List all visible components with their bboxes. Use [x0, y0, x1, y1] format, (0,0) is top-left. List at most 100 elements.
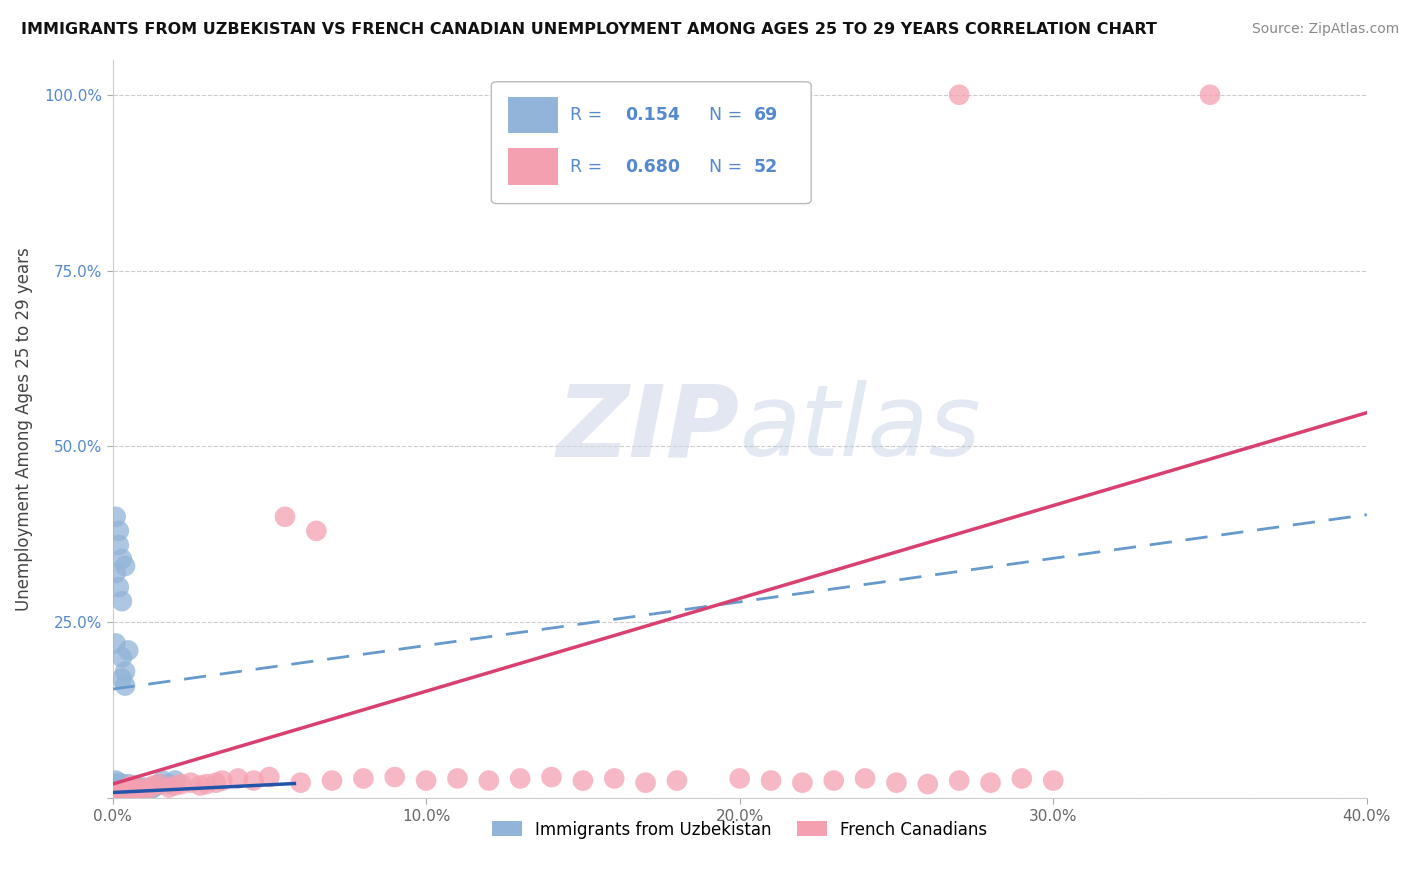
Point — [142, 780, 165, 795]
Point — [111, 780, 134, 795]
Point — [139, 780, 162, 795]
Point — [886, 775, 908, 789]
Point — [120, 784, 142, 798]
Point — [117, 788, 139, 802]
Point — [114, 785, 136, 799]
Point — [165, 779, 187, 793]
Point — [104, 782, 127, 797]
Point — [127, 784, 149, 798]
Point — [104, 636, 127, 650]
Point — [104, 788, 127, 802]
Point — [145, 779, 167, 793]
Point — [107, 785, 129, 799]
Point — [124, 779, 146, 793]
Point — [948, 773, 970, 788]
Point — [759, 773, 782, 788]
Point — [114, 559, 136, 574]
Point — [792, 775, 814, 789]
FancyBboxPatch shape — [491, 82, 811, 203]
Point — [117, 782, 139, 797]
Text: Source: ZipAtlas.com: Source: ZipAtlas.com — [1251, 22, 1399, 37]
Point — [165, 773, 187, 788]
Point — [148, 777, 170, 791]
Text: 0.680: 0.680 — [626, 158, 681, 176]
Point — [104, 789, 127, 803]
Point — [129, 785, 152, 799]
FancyBboxPatch shape — [508, 148, 558, 186]
Point — [540, 770, 562, 784]
Point — [107, 785, 129, 799]
Point — [117, 780, 139, 795]
Point — [107, 784, 129, 798]
Point — [104, 773, 127, 788]
Point — [132, 780, 155, 795]
Point — [142, 779, 165, 793]
Point — [124, 784, 146, 798]
Point — [180, 775, 202, 789]
Point — [107, 580, 129, 594]
Point — [107, 788, 129, 802]
Point — [107, 775, 129, 789]
Point — [853, 772, 876, 786]
Point — [107, 524, 129, 538]
Point — [104, 787, 127, 801]
Point — [111, 594, 134, 608]
Point — [290, 775, 312, 789]
Point — [104, 777, 127, 791]
Point — [104, 788, 127, 802]
Point — [111, 784, 134, 798]
Point — [111, 552, 134, 566]
Point — [104, 780, 127, 795]
Point — [127, 780, 149, 795]
Text: 52: 52 — [754, 158, 778, 176]
Point — [132, 784, 155, 798]
Point — [117, 777, 139, 791]
Point — [117, 780, 139, 795]
Text: R =: R = — [571, 106, 607, 124]
Point — [111, 782, 134, 797]
Point — [104, 784, 127, 798]
Point — [948, 87, 970, 102]
Point — [111, 785, 134, 799]
Point — [120, 779, 142, 793]
Point — [114, 665, 136, 679]
Text: atlas: atlas — [740, 380, 981, 477]
Point — [188, 779, 211, 793]
Point — [1199, 87, 1222, 102]
Point — [111, 777, 134, 791]
Point — [152, 773, 174, 788]
Point — [107, 782, 129, 797]
Point — [321, 773, 343, 788]
Point — [111, 788, 134, 802]
Point — [305, 524, 328, 538]
Point — [478, 773, 501, 788]
Point — [1011, 772, 1033, 786]
Point — [242, 773, 264, 788]
Point — [114, 679, 136, 693]
Point — [170, 777, 193, 791]
Point — [572, 773, 595, 788]
Point — [603, 772, 626, 786]
Point — [129, 782, 152, 797]
Point — [120, 788, 142, 802]
Point — [509, 772, 531, 786]
Point — [132, 782, 155, 797]
Legend: Immigrants from Uzbekistan, French Canadians: Immigrants from Uzbekistan, French Canad… — [485, 814, 994, 846]
Text: 0.154: 0.154 — [626, 106, 681, 124]
Point — [129, 785, 152, 799]
Text: N =: N = — [699, 158, 748, 176]
Point — [415, 773, 437, 788]
Point — [114, 782, 136, 797]
Point — [117, 643, 139, 657]
Point — [114, 782, 136, 797]
Point — [107, 780, 129, 795]
Point — [111, 650, 134, 665]
Point — [634, 775, 657, 789]
Point — [111, 784, 134, 798]
Point — [120, 780, 142, 795]
Point — [111, 672, 134, 686]
Point — [274, 509, 297, 524]
Point — [117, 785, 139, 799]
Point — [665, 773, 688, 788]
FancyBboxPatch shape — [508, 96, 558, 134]
